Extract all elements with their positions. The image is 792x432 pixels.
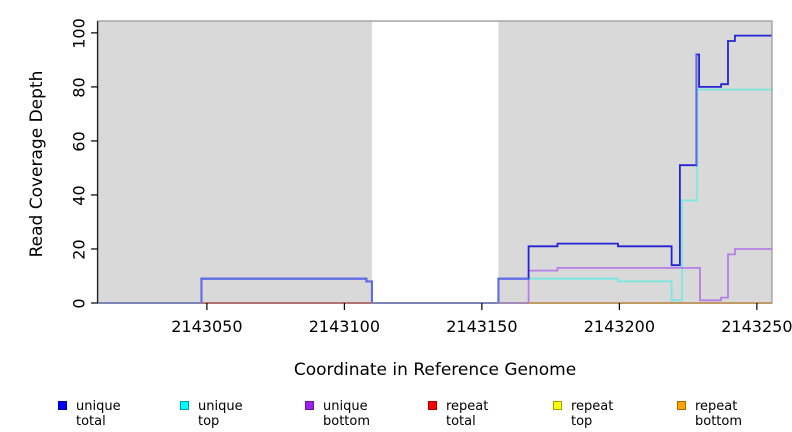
y-axis-title: Read Coverage Depth [27, 70, 47, 258]
no-data-band [371, 21, 499, 304]
y-tick-label-20: 20 [69, 239, 89, 260]
legend-label: unique top [198, 399, 243, 429]
x-tick-label-2143150: 2143150 [446, 317, 518, 336]
legend-label: unique total [76, 399, 121, 429]
x-tick-label-2143100: 2143100 [308, 317, 381, 336]
x-axis-title: Coordinate in Reference Genome [293, 360, 577, 380]
legend-label: repeat bottom [695, 399, 743, 429]
y-tick-label-100: 100 [69, 18, 89, 49]
legend-swatch-repeat-bottom [677, 401, 686, 410]
legend-swatch-repeat-top [553, 401, 562, 410]
legend-swatch-unique-top [180, 401, 189, 410]
y-tick-label-80: 80 [69, 77, 89, 98]
legend-swatch-unique-bottom [305, 401, 314, 410]
legend-swatch-repeat-total [428, 401, 437, 410]
series-line-unique-bottom [98, 248, 772, 304]
legend-label: repeat top [571, 399, 614, 429]
legend-swatch-unique-total [58, 401, 67, 410]
legend-label: repeat total [446, 399, 489, 429]
y-tick-label-40: 40 [69, 185, 89, 206]
x-tick-label-2143200: 2143200 [583, 317, 655, 336]
y-tick-label-0: 0 [69, 298, 89, 309]
legend-label: unique bottom [323, 399, 371, 429]
x-tick-label-2143050: 2143050 [171, 317, 243, 336]
y-tick-label-60: 60 [69, 131, 89, 152]
x-tick-label-2143250: 2143250 [721, 317, 792, 336]
